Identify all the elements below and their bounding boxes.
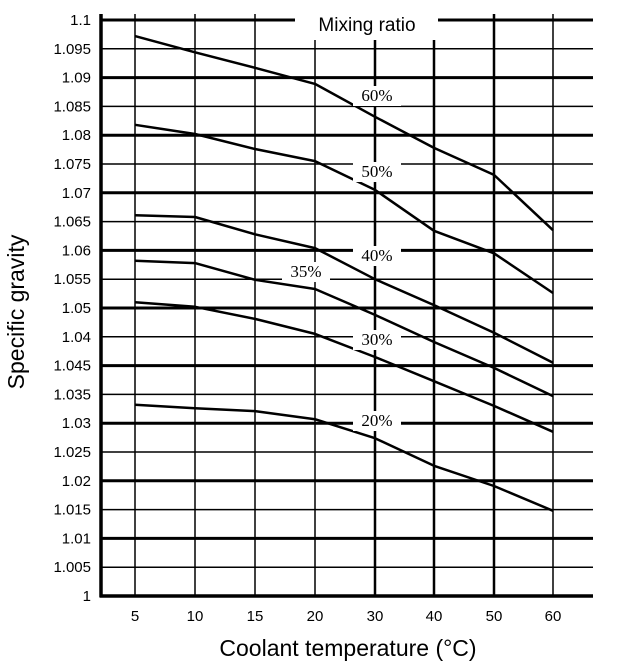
x-tick-label: 10 xyxy=(187,608,204,625)
series-line-35pct xyxy=(134,259,554,398)
series-label-bg xyxy=(353,411,401,431)
y-tick-label: 1.09 xyxy=(62,70,91,87)
x-tick-label: 50 xyxy=(486,608,503,625)
y-tick-label: 1.03 xyxy=(62,415,91,432)
x-tick-label: 5 xyxy=(131,608,139,625)
series-line-50pct xyxy=(134,123,554,295)
y-tick-label: 1.025 xyxy=(53,444,91,461)
series-label: 50% xyxy=(361,162,392,181)
series-lines xyxy=(134,34,554,512)
y-tick-label: 1.04 xyxy=(62,329,91,346)
series-label: 30% xyxy=(361,330,392,349)
series-label-bg xyxy=(353,330,401,350)
y-tick-label: 1.08 xyxy=(62,127,91,144)
series-line-30pct xyxy=(134,300,554,433)
tick-labels: 1.1 1.095 1.09 1.085 1.08 1.075 1.07 1.065 1.06 1… xyxy=(53,12,561,625)
y-tick-label: 1 xyxy=(83,588,91,605)
series-label: 20% xyxy=(361,411,392,430)
y-tick-label: 1.055 xyxy=(53,271,91,288)
y-tick-label: 1.075 xyxy=(53,156,91,173)
y-tick-label: 1.045 xyxy=(53,358,91,375)
x-tick-label: 40 xyxy=(426,608,443,625)
y-tick-label: 1.05 xyxy=(62,300,91,317)
series-labels: 60% 50% 40% 35% 30% 20% xyxy=(282,86,401,431)
grid-lines xyxy=(99,14,593,598)
y-tick-label: 1.02 xyxy=(62,473,91,490)
series-label-bg xyxy=(353,162,401,182)
x-tick-label: 30 xyxy=(367,608,384,625)
series-line-40pct xyxy=(134,214,554,364)
y-tick-label: 1.035 xyxy=(53,386,91,403)
x-axis-label: Coolant temperature (°C) xyxy=(219,635,476,661)
series-label: 40% xyxy=(361,246,392,265)
x-tick-label: 20 xyxy=(307,608,324,625)
series-line-60pct xyxy=(134,34,554,232)
series-label: 60% xyxy=(361,86,392,105)
series-line-20pct xyxy=(134,403,554,512)
y-tick-label: 1.07 xyxy=(62,185,91,202)
series-label-bg xyxy=(353,246,401,266)
y-tick-label: 1.06 xyxy=(62,242,91,259)
y-tick-label: 1.015 xyxy=(53,502,91,519)
x-tick-label: 60 xyxy=(545,608,562,625)
series-label-bg xyxy=(353,86,401,106)
y-tick-label: 1.01 xyxy=(62,530,91,547)
series-label-bg xyxy=(282,262,330,282)
y-tick-label: 1.085 xyxy=(53,98,91,115)
y-tick-label: 1.1 xyxy=(70,12,91,29)
legend-title: Mixing ratio xyxy=(318,15,415,36)
y-tick-label: 1.065 xyxy=(53,214,91,231)
x-tick-label: 15 xyxy=(247,608,264,625)
y-tick-label: 1.095 xyxy=(53,41,91,58)
series-label: 35% xyxy=(290,262,321,281)
y-axis-label: Specific gravity xyxy=(3,234,29,389)
y-tick-label: 1.005 xyxy=(53,559,91,576)
